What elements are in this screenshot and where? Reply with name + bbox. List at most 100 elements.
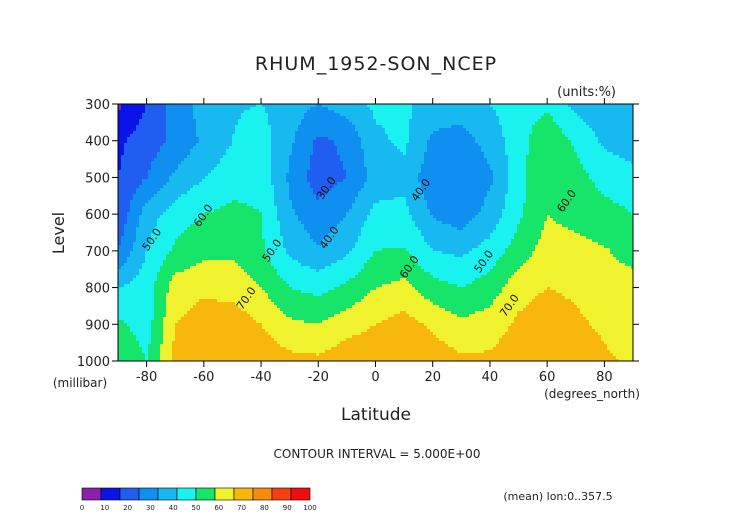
- field-cell: [283, 155, 287, 159]
- field-cell: [415, 137, 419, 141]
- field-cell: [529, 185, 533, 189]
- field-cell: [292, 185, 296, 189]
- field-cell: [592, 140, 596, 144]
- field-cell: [232, 170, 236, 174]
- field-cell: [121, 146, 125, 150]
- field-cell: [622, 104, 626, 108]
- field-cell: [568, 110, 572, 114]
- field-cell: [589, 119, 593, 123]
- field-cell: [418, 122, 422, 126]
- field-cell: [373, 170, 377, 174]
- field-cell: [130, 113, 134, 117]
- field-cell: [277, 161, 281, 165]
- field-cell: [514, 152, 518, 156]
- field-cell: [547, 176, 551, 180]
- field-cell: [490, 170, 494, 174]
- field-cell: [202, 131, 206, 135]
- field-cell: [595, 143, 599, 147]
- field-cell: [457, 137, 461, 141]
- field-cell: [271, 119, 275, 123]
- field-cell: [289, 131, 293, 135]
- field-cell: [406, 182, 410, 186]
- field-cell: [211, 116, 215, 120]
- field-cell: [127, 158, 131, 162]
- field-cell: [547, 107, 551, 111]
- field-cell: [148, 131, 152, 135]
- field-cell: [142, 152, 146, 156]
- field-cell: [475, 134, 479, 138]
- field-cell: [400, 155, 404, 159]
- field-cell: [394, 146, 398, 150]
- field-cell: [151, 143, 155, 147]
- field-cell: [319, 119, 323, 123]
- field-cell: [562, 137, 566, 141]
- field-cell: [133, 182, 137, 186]
- field-cell: [424, 107, 428, 111]
- field-cell: [568, 137, 572, 141]
- field-cell: [229, 152, 233, 156]
- field-cell: [562, 176, 566, 180]
- field-cell: [229, 155, 233, 159]
- field-cell: [265, 158, 269, 162]
- field-cell: [364, 173, 368, 177]
- field-cell: [550, 146, 554, 150]
- field-cell: [166, 155, 170, 159]
- field-cell: [361, 188, 365, 192]
- field-cell: [328, 113, 332, 117]
- field-cell: [508, 104, 512, 108]
- field-cell: [364, 107, 368, 111]
- field-cell: [601, 134, 605, 138]
- field-cell: [409, 185, 413, 189]
- field-cell: [283, 182, 287, 186]
- field-cell: [613, 137, 617, 141]
- field-cell: [307, 113, 311, 117]
- field-cell: [229, 113, 233, 117]
- field-cell: [604, 134, 608, 138]
- field-cell: [502, 185, 506, 189]
- field-cell: [409, 137, 413, 141]
- field-cell: [238, 167, 242, 171]
- field-cell: [316, 158, 320, 162]
- field-cell: [481, 128, 485, 132]
- field-cell: [439, 107, 443, 111]
- field-cell: [421, 146, 425, 150]
- field-cell: [208, 164, 212, 168]
- field-cell: [511, 176, 515, 180]
- field-cell: [379, 140, 383, 144]
- field-cell: [223, 158, 227, 162]
- field-cell: [541, 125, 545, 129]
- field-cell: [418, 185, 422, 189]
- field-cell: [361, 143, 365, 147]
- field-cell: [538, 173, 542, 177]
- field-cell: [229, 158, 233, 162]
- field-cell: [457, 107, 461, 111]
- field-cell: [289, 170, 293, 174]
- field-cell: [490, 125, 494, 129]
- field-cell: [451, 140, 455, 144]
- field-cell: [373, 104, 377, 108]
- field-cell: [274, 119, 278, 123]
- field-cell: [526, 155, 530, 159]
- field-cell: [397, 164, 401, 168]
- field-cell: [481, 143, 485, 147]
- field-cell: [412, 170, 416, 174]
- field-cell: [220, 107, 224, 111]
- field-cell: [577, 149, 581, 153]
- field-cell: [550, 113, 554, 117]
- field-cell: [154, 122, 158, 126]
- field-cell: [628, 161, 632, 165]
- field-cell: [250, 149, 254, 153]
- field-cell: [172, 113, 176, 117]
- field-cell: [472, 128, 476, 132]
- field-cell: [310, 176, 314, 180]
- field-cell: [526, 113, 530, 117]
- field-cell: [304, 164, 308, 168]
- field-cell: [457, 143, 461, 147]
- field-cell: [538, 155, 542, 159]
- field-cell: [445, 155, 449, 159]
- field-cell: [262, 113, 266, 117]
- field-cell: [400, 143, 404, 147]
- field-cell: [568, 104, 572, 108]
- field-cell: [274, 110, 278, 114]
- field-cell: [385, 161, 389, 165]
